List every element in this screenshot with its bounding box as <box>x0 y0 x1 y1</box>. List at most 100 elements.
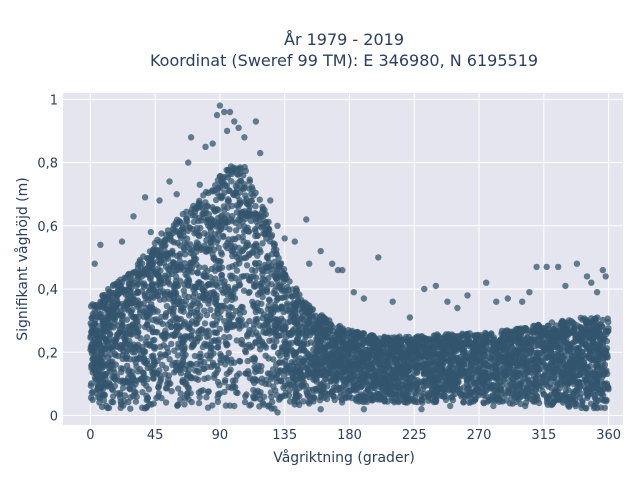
data-point <box>197 224 204 232</box>
data-point <box>565 387 572 394</box>
data-point <box>259 275 266 283</box>
data-point <box>228 288 235 295</box>
data-point <box>604 384 612 392</box>
data-point <box>161 371 169 378</box>
data-point <box>408 380 416 387</box>
data-point <box>569 328 576 335</box>
data-point <box>99 321 107 328</box>
data-point <box>392 347 399 355</box>
data-point <box>286 278 293 285</box>
data-point <box>201 230 208 237</box>
data-point <box>182 271 189 278</box>
data-point <box>517 338 525 346</box>
data-point <box>446 368 453 375</box>
data-point <box>312 325 320 332</box>
data-point <box>453 355 461 362</box>
data-point <box>150 308 157 315</box>
data-point <box>170 298 177 305</box>
data-point <box>220 289 227 296</box>
data-point <box>551 327 558 334</box>
data-point <box>578 401 585 408</box>
data-point <box>511 359 519 367</box>
data-point <box>136 366 144 373</box>
data-point <box>193 319 201 327</box>
data-point <box>248 343 256 350</box>
data-point <box>593 346 601 353</box>
data-point <box>264 254 271 262</box>
data-point <box>474 354 482 361</box>
data-point <box>132 301 140 308</box>
data-point <box>313 356 321 363</box>
data-point <box>281 382 289 390</box>
data-point <box>406 397 413 404</box>
data-point <box>121 397 128 405</box>
data-point <box>199 343 207 351</box>
data-point <box>235 278 243 285</box>
data-point <box>390 390 397 398</box>
data-point <box>209 281 216 288</box>
data-point <box>203 328 210 335</box>
data-point <box>182 251 189 258</box>
data-point <box>274 316 281 323</box>
data-point <box>288 359 296 366</box>
data-point <box>420 344 427 352</box>
data-point <box>251 368 259 376</box>
data-point <box>447 360 454 367</box>
data-point <box>153 247 160 255</box>
data-point <box>278 378 285 385</box>
data-point <box>146 287 153 294</box>
data-point <box>243 262 251 269</box>
data-point <box>575 330 582 337</box>
data-point <box>187 259 194 266</box>
data-point <box>226 226 233 233</box>
data-point <box>166 356 173 363</box>
data-point <box>516 355 524 362</box>
data-point <box>586 354 593 362</box>
data-point <box>198 280 205 287</box>
data-point <box>418 333 425 341</box>
data-point <box>138 273 146 280</box>
data-point <box>303 388 310 395</box>
data-point <box>258 300 265 307</box>
data-point <box>532 387 540 394</box>
data-point <box>207 233 215 240</box>
data-point <box>305 353 312 360</box>
data-point <box>560 336 567 343</box>
data-point <box>127 331 134 338</box>
data-point <box>97 333 104 340</box>
data-point <box>252 260 259 267</box>
data-point <box>195 369 202 376</box>
data-point <box>244 331 251 338</box>
data-point <box>241 223 248 230</box>
data-point <box>236 325 243 332</box>
data-point <box>365 373 372 380</box>
data-point <box>489 370 496 377</box>
data-point <box>577 314 584 322</box>
data-point <box>265 296 273 303</box>
data-point <box>281 338 288 345</box>
data-point <box>272 283 280 290</box>
data-point <box>233 337 240 344</box>
data-point <box>204 217 211 224</box>
data-point <box>194 309 201 317</box>
data-point <box>126 285 133 292</box>
data-point <box>168 388 175 395</box>
data-point <box>148 301 155 308</box>
data-point <box>215 244 222 251</box>
data-point <box>209 359 217 367</box>
data-point <box>149 265 156 272</box>
data-point <box>258 224 265 231</box>
data-point <box>527 346 535 353</box>
data-point <box>224 357 231 364</box>
data-point <box>388 385 395 392</box>
data-point <box>305 398 312 406</box>
data-point <box>233 253 240 261</box>
data-point <box>177 390 184 397</box>
data-point <box>156 296 164 303</box>
data-point <box>237 165 244 172</box>
data-point <box>263 285 271 292</box>
data-point <box>150 355 157 362</box>
data-point <box>375 393 383 401</box>
data-point <box>247 401 255 408</box>
data-point <box>108 323 115 330</box>
